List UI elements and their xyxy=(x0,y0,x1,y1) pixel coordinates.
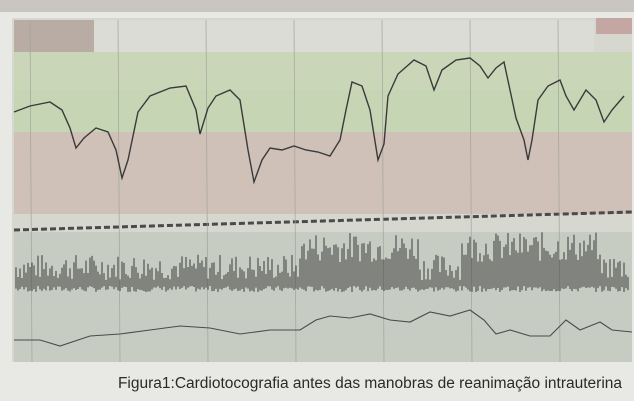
toco-trace xyxy=(15,232,629,292)
fhr-trace xyxy=(13,57,625,185)
grid-line xyxy=(469,19,473,363)
lower-band xyxy=(14,232,632,362)
pink-band xyxy=(14,132,632,214)
grid-line xyxy=(205,19,209,363)
divider-line xyxy=(13,210,633,232)
grid-line xyxy=(117,19,121,363)
grid-line xyxy=(381,19,385,363)
movement-trace xyxy=(14,309,633,347)
top-band xyxy=(94,20,594,52)
corner-block xyxy=(596,18,632,34)
ctg-strip xyxy=(12,18,633,363)
top-edge xyxy=(0,0,634,12)
dark-label-block xyxy=(14,20,94,52)
grid-line xyxy=(557,19,561,363)
grid-line xyxy=(29,19,33,363)
grid xyxy=(29,19,561,363)
green-band-2 xyxy=(14,90,632,132)
grid-line xyxy=(293,19,297,363)
figure-caption: Figura1:Cardiotocografia antes das manob… xyxy=(118,375,622,392)
